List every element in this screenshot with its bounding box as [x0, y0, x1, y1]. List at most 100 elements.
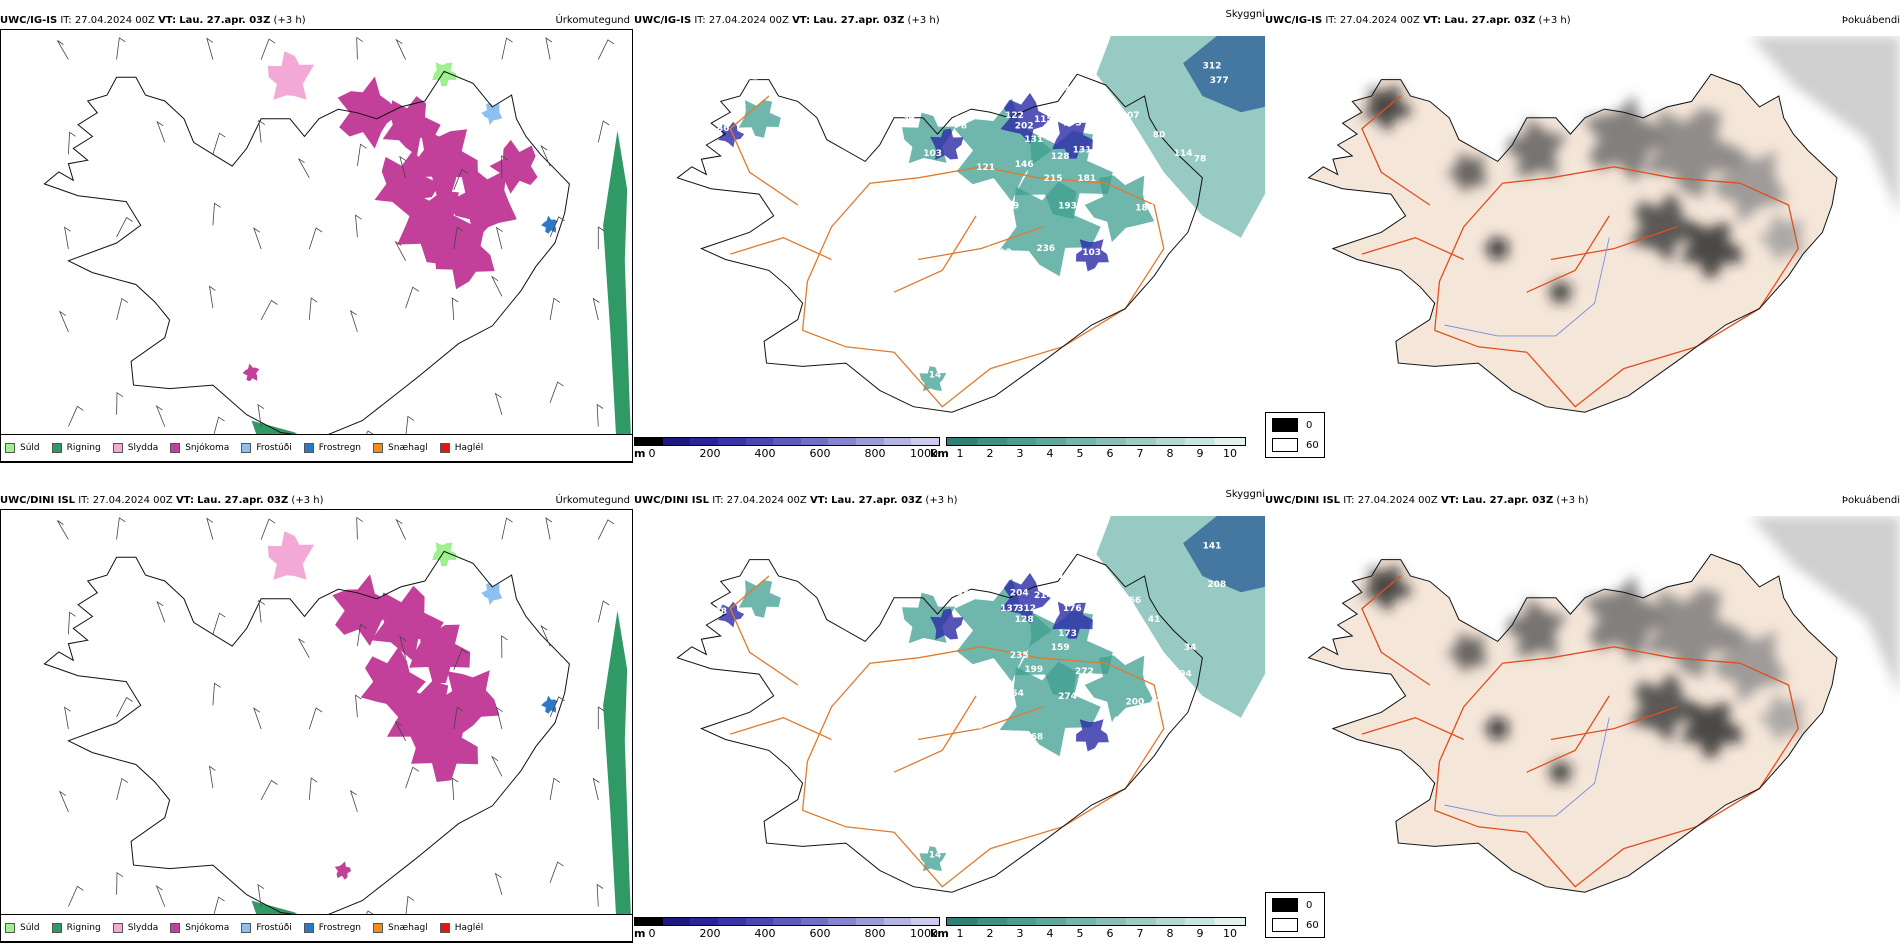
product-title: Skyggni — [1225, 489, 1265, 500]
it-value: 27.04.2024 00Z — [74, 15, 155, 26]
wind-barb — [206, 517, 214, 540]
ceiling-ticks: 0 200 400 600 800 1000 — [634, 447, 940, 461]
colorbar-bin — [1155, 918, 1186, 925]
drizzle-area — [432, 542, 457, 567]
road — [918, 226, 1044, 261]
cloud-base-label: 86 — [717, 124, 730, 134]
fog-map-canvas[interactable] — [1265, 516, 1900, 914]
row2-fog-panel: UWC/DINI ISL IT: 27.04.2024 00Z VT: Lau.… — [1265, 494, 1900, 944]
colorbar-bin — [773, 918, 801, 925]
wind-barb — [356, 516, 363, 540]
wind-barb — [453, 706, 464, 730]
it-label: IT: — [1325, 15, 1337, 26]
tick-label: 5 — [1076, 447, 1084, 460]
cloud-base-label: 107 — [935, 662, 954, 672]
road — [1526, 215, 1610, 293]
visibility-map[interactable]: 141 208 102 88 57 103 204 141 116 130 214 66 137 312 1… — [634, 516, 1265, 914]
road — [1550, 706, 1678, 741]
tick-label: 3 — [1016, 927, 1024, 940]
cloud-base-label: 66 — [1129, 596, 1142, 606]
low-ceiling-area — [1076, 239, 1109, 272]
cloud-base-label: 77 — [1114, 640, 1127, 650]
freezing-drizzle-area — [481, 582, 503, 605]
fog-map[interactable] — [1265, 36, 1900, 434]
colorbar-bin — [911, 438, 940, 445]
wind-barb — [308, 777, 318, 801]
colorbar-bin — [911, 918, 940, 925]
road — [1361, 95, 1431, 206]
product-title: Skyggni — [1225, 9, 1265, 20]
wind-barb — [308, 297, 318, 321]
road — [893, 695, 977, 773]
fog-legend-item: 0 — [1272, 418, 1312, 432]
reduced-visibility-area — [1014, 611, 1113, 699]
cloud-base-label: 128 — [1015, 615, 1034, 625]
wind-barb — [58, 310, 69, 332]
low-ceiling-area — [930, 608, 964, 640]
fog-cell — [1643, 587, 1743, 679]
cloud-base-label: 185 — [1135, 204, 1154, 214]
panel-header: UWC/IG-IS IT: 27.04.2024 00Z VT: Lau. 27… — [1265, 14, 1571, 28]
fog-cell — [1628, 671, 1702, 744]
wind-barb — [208, 765, 216, 789]
legend-swatch — [241, 923, 252, 933]
cloud-base-label: 115 — [1034, 115, 1053, 125]
fog-swatch — [1272, 418, 1298, 432]
wind-barb — [57, 40, 69, 60]
ceiling-colorbar-strip — [634, 917, 940, 926]
wind-barb — [501, 37, 513, 60]
cloud-base-label: 312 — [1203, 62, 1222, 72]
it-value: 27.04.2024 00Z — [726, 495, 807, 506]
visibility-colorbar: km 1 2 3 4 5 6 7 8 9 10 — [930, 917, 1264, 943]
cloud-base-label: 215 — [1044, 174, 1063, 184]
fog-cell — [1583, 95, 1668, 183]
tick-label: 0 — [648, 447, 656, 460]
wind-barb — [405, 415, 415, 439]
ceiling-colorbar: m 0 200 400 600 800 1000 — [634, 437, 944, 463]
fog-map-canvas[interactable] — [1265, 36, 1900, 434]
row2-precip-panel: UWC/DINI ISL IT: 27.04.2024 00Z VT: Lau.… — [0, 494, 633, 944]
wind-barb — [68, 131, 76, 155]
freezing-drizzle-area — [481, 102, 503, 125]
cloud-base-label: 88 — [714, 607, 727, 617]
precip-map[interactable] — [0, 29, 633, 463]
cloud-base-label: 209 — [984, 703, 1003, 713]
cloud-base-label: 131 — [1024, 135, 1043, 145]
cloud-base-label: 272 — [1075, 667, 1094, 677]
fog-cell — [1445, 632, 1488, 675]
vt-value: Lau. 27.apr. 03Z — [197, 495, 289, 506]
reduced-visibility-area — [1014, 131, 1113, 219]
cloud-base-label: 159 — [1051, 643, 1070, 653]
visibility-map[interactable]: 312 377 62 86 44 94 92 8 122 117 115 202 175 107 131 24… — [634, 36, 1265, 434]
precip-map-canvas[interactable] — [1, 510, 632, 942]
wind-barb — [453, 648, 469, 670]
cloud-base-label: 112 — [964, 722, 983, 732]
wind-barb — [549, 297, 561, 321]
visibility-colorbar-strip — [946, 917, 1246, 926]
vt-label: VT: — [158, 15, 177, 26]
precip-map-canvas[interactable] — [1, 30, 632, 462]
fog-map[interactable] — [1265, 516, 1900, 914]
tick-label: 1000 — [910, 927, 938, 940]
cloud-base-label: 80 — [1153, 130, 1166, 140]
panel-header: UWC/IG-IS IT: 27.04.2024 00Z VT: Lau. 27… — [634, 14, 940, 28]
vt-label: VT: — [1440, 495, 1459, 506]
wind-barb — [399, 155, 407, 179]
model-name: UWC/DINI ISL — [0, 495, 76, 506]
cloud-base-label: 94 — [902, 113, 915, 123]
cloud-base-label: 14 — [929, 850, 942, 860]
snow-area — [332, 574, 396, 646]
ceiling-unit: m — [634, 447, 646, 460]
wind-barb — [349, 309, 358, 332]
cloud-base-label: 339 — [1000, 201, 1019, 211]
precip-map[interactable] — [0, 509, 633, 943]
snow-area — [371, 585, 444, 662]
it-value: 27.04.2024 00Z — [92, 495, 173, 506]
colorbar-bin — [883, 918, 912, 925]
tick-label: 9 — [1196, 447, 1204, 460]
wind-barb — [257, 883, 265, 907]
cloud-base-label: 41 — [1148, 615, 1161, 625]
colorbar-bin — [976, 918, 1007, 925]
